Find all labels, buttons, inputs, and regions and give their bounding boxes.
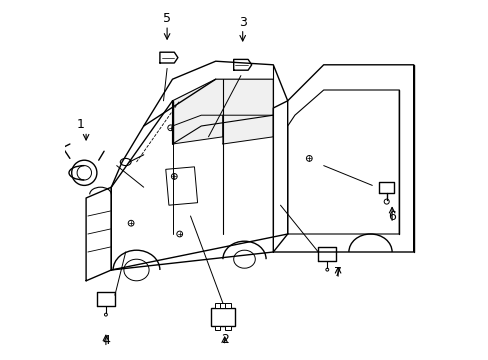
Bar <box>220 303 225 308</box>
Text: 7: 7 <box>333 266 342 279</box>
Polygon shape <box>223 115 273 144</box>
Polygon shape <box>97 292 115 306</box>
Polygon shape <box>233 59 251 70</box>
Polygon shape <box>273 65 413 252</box>
Text: 1: 1 <box>77 118 84 131</box>
Text: 6: 6 <box>387 210 395 223</box>
Bar <box>165 167 197 205</box>
Polygon shape <box>172 79 273 144</box>
Polygon shape <box>318 247 336 261</box>
Polygon shape <box>160 52 178 63</box>
Text: 3: 3 <box>238 16 246 29</box>
Bar <box>214 303 220 308</box>
Polygon shape <box>379 182 393 193</box>
Polygon shape <box>111 61 287 270</box>
Text: 4: 4 <box>102 334 110 347</box>
Bar <box>225 326 231 330</box>
Text: 5: 5 <box>163 12 171 25</box>
Text: 2: 2 <box>220 333 228 346</box>
Bar <box>214 326 220 330</box>
FancyBboxPatch shape <box>211 308 234 326</box>
Polygon shape <box>86 187 111 281</box>
Polygon shape <box>172 115 223 144</box>
Bar <box>225 303 231 308</box>
